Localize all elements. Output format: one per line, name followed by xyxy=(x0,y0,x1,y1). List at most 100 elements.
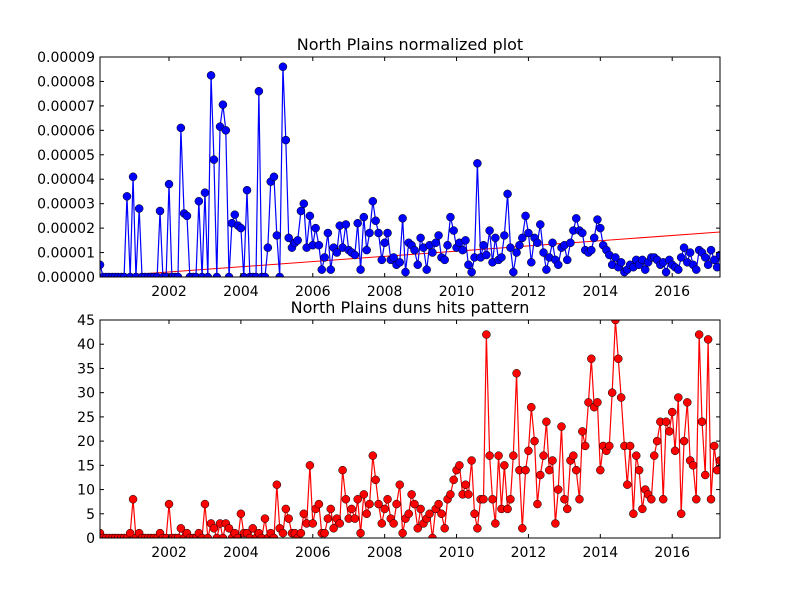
point xyxy=(338,465,347,475)
point xyxy=(410,499,419,509)
point xyxy=(176,524,186,533)
point xyxy=(275,272,284,277)
point xyxy=(578,228,587,238)
point xyxy=(652,436,662,446)
point xyxy=(100,260,105,270)
point xyxy=(694,330,704,339)
x-tick-label: 2004 xyxy=(223,284,259,300)
point xyxy=(509,267,518,277)
y-tick-label: 0.00009 xyxy=(37,50,95,66)
point xyxy=(209,524,219,533)
point xyxy=(527,402,536,412)
point xyxy=(473,524,482,533)
point xyxy=(314,240,324,250)
x-tick-label: 2016 xyxy=(654,284,690,300)
point xyxy=(413,260,422,270)
point xyxy=(587,245,596,255)
point xyxy=(206,71,216,80)
point xyxy=(230,210,240,219)
y-tick-label: 0.00005 xyxy=(37,148,95,164)
point xyxy=(377,519,387,528)
point xyxy=(383,494,392,504)
point xyxy=(392,499,401,509)
point xyxy=(440,524,449,533)
point xyxy=(446,212,455,222)
point xyxy=(134,204,144,213)
point xyxy=(128,494,138,504)
point xyxy=(536,470,545,480)
point xyxy=(521,211,530,221)
x-tick-label: 2006 xyxy=(295,545,331,561)
point xyxy=(323,228,333,238)
x-tick-label: 2002 xyxy=(151,284,187,300)
point xyxy=(661,267,671,277)
point xyxy=(479,240,488,250)
point xyxy=(356,265,365,274)
point xyxy=(629,509,638,519)
x-tick-label: 2010 xyxy=(439,545,475,561)
point xyxy=(692,265,701,274)
point xyxy=(314,499,324,509)
point xyxy=(125,528,135,538)
point xyxy=(584,398,593,407)
plot-area xyxy=(100,62,720,277)
point xyxy=(536,220,545,229)
point xyxy=(293,236,302,245)
point xyxy=(709,441,719,451)
point xyxy=(431,238,440,248)
point xyxy=(173,272,183,277)
point xyxy=(542,417,551,426)
point xyxy=(236,223,246,233)
point xyxy=(580,441,590,451)
y-tick-label: 0.00006 xyxy=(37,123,95,139)
point xyxy=(623,480,632,489)
point xyxy=(449,226,458,235)
point xyxy=(715,456,720,465)
point xyxy=(350,514,360,523)
point xyxy=(665,427,674,436)
y-tick-label: 5 xyxy=(86,507,95,523)
point xyxy=(692,494,701,504)
y-tick-label: 25 xyxy=(77,410,95,426)
y-tick-label: 10 xyxy=(77,483,95,499)
point xyxy=(416,504,425,514)
point xyxy=(485,226,494,235)
point xyxy=(389,253,398,262)
point xyxy=(383,228,392,238)
point xyxy=(365,499,374,509)
point xyxy=(485,451,494,460)
point xyxy=(640,265,650,274)
point xyxy=(530,436,539,446)
point xyxy=(398,528,407,538)
point xyxy=(461,236,470,245)
point xyxy=(329,524,338,533)
point xyxy=(467,267,476,277)
x-tick-label: 2010 xyxy=(439,284,475,300)
point xyxy=(368,451,378,460)
point xyxy=(560,494,569,504)
point xyxy=(368,196,378,206)
point xyxy=(194,196,204,206)
point xyxy=(353,218,362,228)
point xyxy=(284,514,293,523)
point xyxy=(464,490,473,499)
point xyxy=(685,248,695,257)
point xyxy=(308,519,318,528)
x-tick-label: 2004 xyxy=(223,545,259,561)
trend-line xyxy=(100,231,720,277)
point xyxy=(122,192,132,201)
y-tick-label: 0.00008 xyxy=(37,74,95,90)
point xyxy=(596,223,605,233)
point xyxy=(389,519,398,528)
point xyxy=(464,260,473,270)
point xyxy=(350,250,360,260)
point xyxy=(323,514,333,523)
point xyxy=(515,240,524,250)
point xyxy=(551,519,560,528)
point xyxy=(545,465,554,475)
point xyxy=(703,335,713,344)
point xyxy=(236,509,246,519)
point xyxy=(305,211,315,221)
point xyxy=(434,231,443,240)
